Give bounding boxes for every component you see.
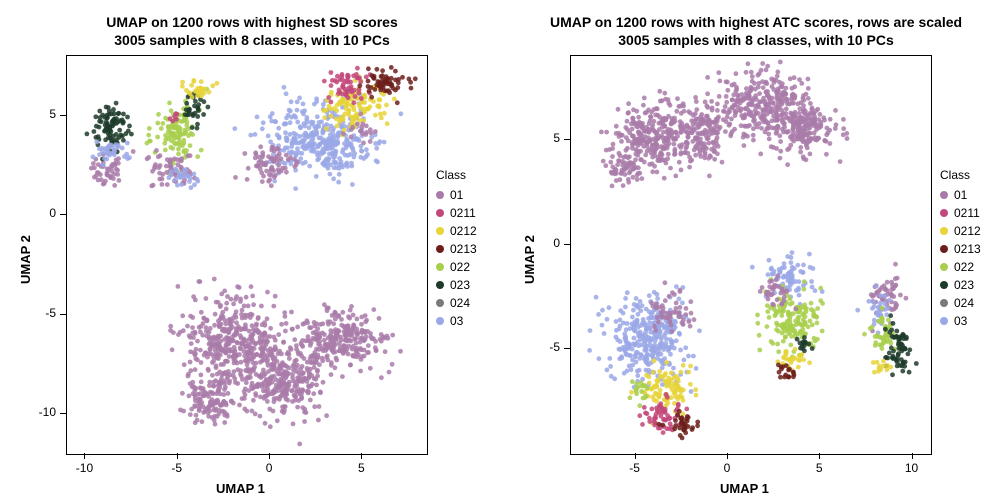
plot-area [570, 55, 932, 455]
y-tick [564, 348, 570, 349]
x-tick-label: -5 [623, 461, 647, 475]
y-tick-label: 5 [26, 107, 56, 121]
panel-right: UMAP on 1200 rows with highest ATC score… [504, 0, 1008, 504]
legend-label: 022 [954, 260, 974, 274]
y-tick [564, 139, 570, 140]
legend-label: 023 [450, 278, 470, 292]
x-tick-label: 5 [807, 461, 831, 475]
x-tick [84, 453, 85, 459]
figure: UMAP on 1200 rows with highest SD scores… [0, 0, 1008, 504]
x-tick-label: 10 [900, 461, 924, 475]
legend-item: 0213 [436, 240, 477, 258]
legend-label: 0211 [450, 206, 476, 220]
legend-label: 0212 [954, 224, 981, 238]
legend-item: 023 [436, 276, 477, 294]
legend-swatch [436, 317, 444, 325]
legend-item: 03 [436, 312, 477, 330]
legend-label: 024 [954, 296, 974, 310]
legend-swatch [436, 263, 444, 271]
y-tick [564, 244, 570, 245]
legend-swatch [940, 209, 948, 217]
legend-label: 03 [954, 314, 967, 328]
legend-item: 022 [436, 258, 477, 276]
x-tick-label: 0 [257, 461, 281, 475]
legend-item: 0212 [940, 222, 981, 240]
legend-label: 0213 [450, 242, 477, 256]
x-tick-label: 0 [715, 461, 739, 475]
legend-swatch [940, 317, 948, 325]
legend-item: 023 [940, 276, 981, 294]
x-tick [177, 453, 178, 459]
legend-item: 0211 [436, 204, 477, 222]
y-tick [60, 413, 66, 414]
chart-title: UMAP on 1200 rows with highest ATC score… [504, 14, 1008, 49]
legend-label: 0213 [954, 242, 981, 256]
legend-swatch [436, 227, 444, 235]
y-axis-label: UMAP 2 [522, 235, 537, 284]
scatter-points [67, 56, 427, 454]
legend-swatch [436, 299, 444, 307]
y-tick-label: 0 [26, 206, 56, 220]
legend-item: 01 [436, 186, 477, 204]
legend-item: 0211 [940, 204, 981, 222]
x-tick [819, 453, 820, 459]
legend-label: 024 [450, 296, 470, 310]
legend-swatch [940, 245, 948, 253]
legend-label: 01 [450, 188, 463, 202]
y-tick-label: -5 [530, 340, 560, 354]
legend-swatch [940, 299, 948, 307]
legend-item: 03 [940, 312, 981, 330]
legend-swatch [940, 263, 948, 271]
legend-title: Class [436, 168, 477, 182]
legend-swatch [436, 245, 444, 253]
legend-swatch [436, 281, 444, 289]
legend-label: 0211 [954, 206, 980, 220]
legend: Class 01 0211 0212 0213 022 023 024 03 [940, 168, 981, 330]
legend-item: 024 [940, 294, 981, 312]
legend-label: 01 [954, 188, 967, 202]
x-tick [727, 453, 728, 459]
legend-swatch [940, 191, 948, 199]
legend-item: 022 [940, 258, 981, 276]
y-tick [60, 314, 66, 315]
x-tick [635, 453, 636, 459]
y-tick-label: 5 [530, 131, 560, 145]
scatter-points [571, 56, 931, 454]
legend-swatch [940, 281, 948, 289]
legend-item: 0212 [436, 222, 477, 240]
legend-label: 022 [450, 260, 470, 274]
legend-swatch [436, 191, 444, 199]
x-axis-label: UMAP 1 [720, 481, 769, 496]
legend-title: Class [940, 168, 981, 182]
legend-item: 024 [436, 294, 477, 312]
legend: Class 01 0211 0212 0213 022 023 024 03 [436, 168, 477, 330]
y-tick [60, 115, 66, 116]
x-tick [361, 453, 362, 459]
x-tick-label: 5 [349, 461, 373, 475]
legend-item: 01 [940, 186, 981, 204]
x-axis-label: UMAP 1 [216, 481, 265, 496]
legend-swatch [436, 209, 444, 217]
y-axis-label: UMAP 2 [18, 235, 33, 284]
panel-left: UMAP on 1200 rows with highest SD scores… [0, 0, 504, 504]
y-tick [60, 214, 66, 215]
legend-label: 03 [450, 314, 463, 328]
y-tick-label: -5 [26, 306, 56, 320]
legend-label: 023 [954, 278, 974, 292]
legend-label: 0212 [450, 224, 477, 238]
chart-title: UMAP on 1200 rows with highest SD scores… [0, 14, 504, 49]
plot-area [66, 55, 428, 455]
x-tick [912, 453, 913, 459]
x-tick [269, 453, 270, 459]
y-tick-label: -10 [26, 405, 56, 419]
x-tick-label: -5 [165, 461, 189, 475]
legend-swatch [940, 227, 948, 235]
x-tick-label: -10 [72, 461, 96, 475]
legend-item: 0213 [940, 240, 981, 258]
